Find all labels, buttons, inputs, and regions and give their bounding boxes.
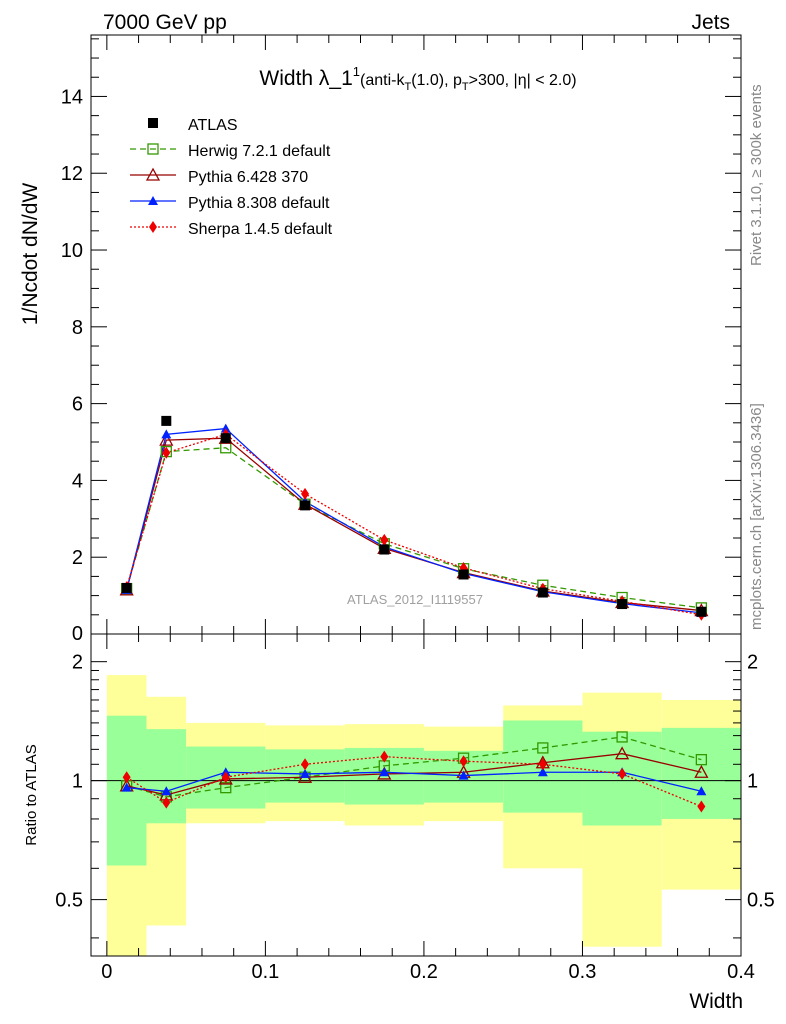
main-ytick-label: 10 bbox=[61, 240, 83, 262]
ratio-point-1-7 bbox=[615, 746, 630, 760]
ratio-point-3-3 bbox=[301, 758, 310, 771]
x-axis-label: Width bbox=[689, 990, 743, 1013]
ratio-ytick-label-right: 2 bbox=[747, 652, 758, 674]
x-tick-label: 0.4 bbox=[727, 961, 755, 983]
main-line-1 bbox=[126, 437, 702, 612]
legend-marker-2 bbox=[148, 196, 158, 205]
ratio-point-2-5 bbox=[458, 770, 469, 780]
main-axis-ticks: 2 4 6 8 10 12 14 0 bbox=[61, 35, 742, 645]
legend-atlas-label: ATLAS bbox=[188, 117, 238, 134]
ratio-point-2-6 bbox=[537, 767, 548, 777]
atlas-point-2 bbox=[220, 433, 231, 444]
ratio-point-0-8 bbox=[695, 754, 708, 766]
atlas-point-0 bbox=[121, 582, 132, 593]
main-point-3-4 bbox=[380, 533, 389, 546]
title-cut: >300, |η| < 2.0) bbox=[469, 72, 577, 89]
ratio-axis-ticks: 0.5 0.5 1 1 2 2 0 0.1 0.2 0.3 0.4 bbox=[55, 634, 775, 983]
main-point-1-1 bbox=[159, 432, 174, 446]
title-sup: 1 bbox=[353, 64, 360, 79]
ratio-point-0-6 bbox=[537, 742, 549, 754]
main-point-3-3 bbox=[301, 487, 310, 500]
title-sub-t: T bbox=[404, 81, 411, 93]
ratio-line-3 bbox=[126, 756, 702, 808]
legend-label-3: Sherpa 1.4.5 default bbox=[188, 221, 333, 238]
ratio-ytick-label-left: 2 bbox=[72, 652, 83, 674]
title-main: Width λ_1 bbox=[259, 67, 352, 90]
main-line-3 bbox=[126, 433, 702, 616]
main-ytick-label: 12 bbox=[61, 163, 83, 185]
analysis-id: ATLAS_2012_I1119557 bbox=[347, 592, 483, 607]
legend-marker-1 bbox=[145, 167, 161, 181]
ratio-point-3-6 bbox=[538, 758, 547, 771]
legend-atlas-marker bbox=[148, 118, 158, 128]
ratio-point-3-5 bbox=[459, 755, 468, 768]
ratio-point-2-0 bbox=[121, 782, 132, 792]
ratio-point-3-4 bbox=[380, 750, 389, 763]
atlas-point-4 bbox=[379, 544, 390, 555]
plot-title: Width λ_11(anti-kT(1.0), pT>300, |η| < 2… bbox=[259, 64, 576, 93]
main-ytick-label: 6 bbox=[72, 394, 83, 416]
main-line-0 bbox=[126, 447, 702, 609]
ratio-point-2-8 bbox=[696, 786, 707, 796]
ratio-point-3-7 bbox=[618, 767, 627, 780]
ratio-ytick-label-left: 1 bbox=[72, 771, 83, 793]
main-line-2 bbox=[126, 427, 702, 614]
legend-label-1: Pythia 6.428 370 bbox=[188, 169, 308, 186]
main-ytick-label: 8 bbox=[72, 317, 83, 339]
atlas-point-7 bbox=[617, 599, 628, 610]
legend-label-2: Pythia 8.308 default bbox=[188, 195, 330, 212]
title-jet-r: (1.0), p bbox=[411, 72, 462, 89]
atlas-point-5 bbox=[458, 569, 469, 580]
title-sub-pt: T bbox=[462, 81, 469, 93]
main-point-3-1 bbox=[162, 446, 171, 459]
ratio-point-3-2 bbox=[221, 771, 230, 784]
main-ytick-label: 14 bbox=[61, 86, 83, 108]
ratio-ylabel: Ratio to ATLAS bbox=[23, 744, 40, 845]
main-series-group bbox=[119, 415, 709, 621]
main-point-2-2 bbox=[220, 423, 231, 433]
ratio-ytick-label-right: 1 bbox=[747, 771, 758, 793]
ratio-point-2-3 bbox=[300, 768, 311, 778]
main-point-2-1 bbox=[161, 429, 172, 439]
ratio-frame bbox=[90, 633, 742, 957]
ratio-uncertainty-bands bbox=[91, 675, 741, 956]
main-ytick-label: 4 bbox=[72, 470, 83, 492]
legend: ATLAS Herwig 7.2.1 default Pythia 6.428 37… bbox=[130, 117, 333, 238]
ratio-point-3-0 bbox=[122, 771, 131, 784]
x-tick-label: 0.1 bbox=[251, 961, 279, 983]
x-tick-label: 0 bbox=[101, 961, 112, 983]
header-energy: 7000 GeV pp bbox=[103, 11, 227, 34]
ratio-point-0-7 bbox=[616, 731, 628, 743]
legend-label-0: Herwig 7.2.1 default bbox=[188, 143, 331, 160]
x-tick-label: 0.2 bbox=[410, 961, 438, 983]
atlas-point-6 bbox=[537, 587, 548, 598]
header-jets: Jets bbox=[691, 11, 730, 34]
band-inner-1 bbox=[146, 729, 187, 824]
legend-marker-0 bbox=[147, 143, 159, 155]
atlas-point-8 bbox=[696, 606, 707, 617]
ratio-point-3-8 bbox=[697, 800, 706, 813]
ratio-ytick-label-left: 0.5 bbox=[55, 890, 83, 912]
ratio-point-1-8 bbox=[694, 764, 709, 778]
legend-marker-3 bbox=[149, 221, 157, 233]
rivet-label: Rivet 3.1.10, ≥ 300k events bbox=[748, 84, 765, 266]
main-ylabel: 1/Ncdot dN/dW bbox=[19, 183, 42, 326]
main-ytick-label: 2 bbox=[72, 547, 83, 569]
ratio-point-3-1 bbox=[162, 796, 171, 809]
ratio-ytick-label-right: 0.5 bbox=[747, 890, 775, 912]
main-ytick-zero-label: 0 bbox=[72, 623, 83, 645]
ratio-point-2-4 bbox=[379, 767, 390, 777]
x-tick-label: 0.3 bbox=[569, 961, 597, 983]
ratio-series-group bbox=[119, 731, 709, 813]
mcplots-label: mcplots.cern.ch [arXiv:1306.3436] bbox=[748, 403, 765, 630]
ratio-point-2-1 bbox=[161, 786, 172, 796]
atlas-point-3 bbox=[300, 500, 311, 511]
title-paren: (anti-k bbox=[360, 72, 405, 89]
atlas-point-1 bbox=[161, 415, 172, 426]
